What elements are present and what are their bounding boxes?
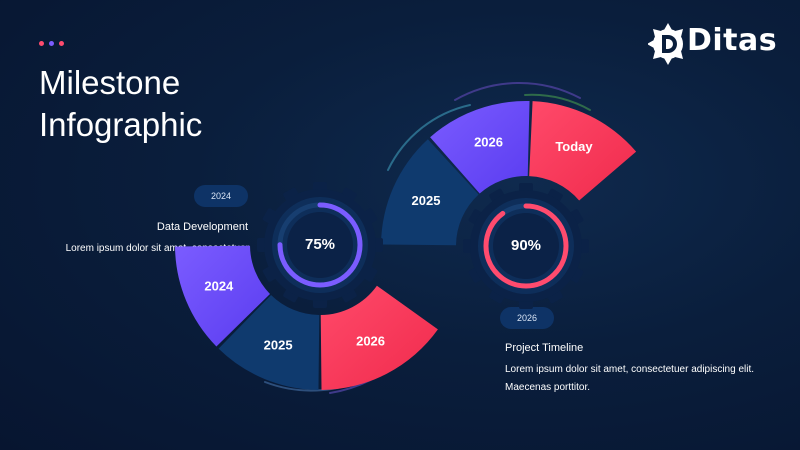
milestone-segment-6 <box>529 101 637 201</box>
milestone-segment-4 <box>381 139 479 246</box>
milestone-segment-3 <box>320 285 438 390</box>
right-body-line-2: Maecenas porttitor. <box>505 382 591 393</box>
progress-gear-2: 90% <box>463 183 589 309</box>
progress-label-1: 75% <box>305 236 335 253</box>
right-year-badge: 2026 <box>500 307 554 329</box>
right-heading: Project Timeline <box>505 342 584 354</box>
dot-3 <box>59 41 64 46</box>
milestone-segment-1 <box>175 245 270 347</box>
milestone-segment-5 <box>430 101 530 194</box>
progress-arc-2 <box>483 203 569 289</box>
milestone-segment-label-6: Today <box>555 139 593 154</box>
dot-1 <box>39 41 44 46</box>
milestone-segment-label-5: 2026 <box>474 135 503 150</box>
right-body-text: Lorem ipsum dolor sit amet, consectetuer… <box>505 361 765 397</box>
milestone-segment-2 <box>218 295 320 390</box>
progress-gear-1: 75% <box>257 182 383 308</box>
milestone-segment-label-3: 2026 <box>356 334 385 349</box>
progress-arc-1 <box>277 202 363 288</box>
brand-name: Ditas <box>687 23 778 58</box>
progress-label-2: 90% <box>511 237 541 254</box>
dot-2 <box>49 41 54 46</box>
right-body-line-1: Lorem ipsum dolor sit amet, consectetuer… <box>505 364 755 375</box>
milestone-segment-label-4: 2025 <box>412 193 441 208</box>
left-heading: Data Development <box>156 221 248 233</box>
left-body-line-1: Lorem ipsum dolor sit amet, consectetuer <box>65 243 249 254</box>
title-line-2: Infographic <box>39 106 203 143</box>
milestone-segment-label-1: 2024 <box>204 278 234 293</box>
decorative-dots <box>39 41 64 46</box>
title-line-1: Milestone <box>39 64 181 101</box>
brand-logo-icon <box>648 23 683 65</box>
left-year-badge: 2024 <box>194 185 248 207</box>
page-title: Milestone Infographic <box>39 62 202 146</box>
milestone-segment-label-2: 2025 <box>264 338 293 353</box>
